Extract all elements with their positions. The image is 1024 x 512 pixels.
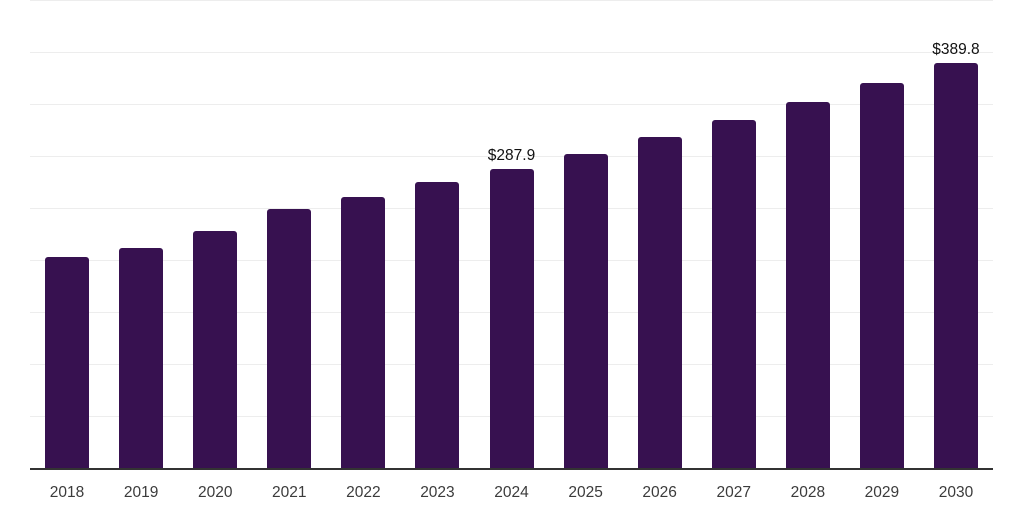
gridline xyxy=(30,52,993,53)
bar-series: $287.9 $389.8 xyxy=(30,0,993,468)
bar-column-2027 xyxy=(697,0,771,468)
x-tick-label-2028: 2028 xyxy=(790,484,826,501)
bar-2022 xyxy=(341,197,386,468)
gridline xyxy=(30,104,993,105)
x-tick-label-2022: 2022 xyxy=(346,484,381,501)
bar-2024 xyxy=(489,168,534,468)
bar-column-2022 xyxy=(326,0,400,468)
gridline xyxy=(30,0,993,1)
x-tick-label-2018: 2018 xyxy=(49,484,85,501)
bar-column-2019 xyxy=(104,0,178,468)
bar-2021 xyxy=(267,209,312,468)
x-tick-label-2030: 2030 xyxy=(938,484,974,501)
bar-column-2021 xyxy=(252,0,326,468)
bar-2027 xyxy=(711,120,756,468)
bar-2023 xyxy=(415,182,460,468)
bar-2025 xyxy=(563,154,608,468)
x-tick-label-2027: 2027 xyxy=(716,484,751,501)
bar-column-2028 xyxy=(771,0,845,468)
bar-2028 xyxy=(785,102,830,468)
bar-2026 xyxy=(637,137,682,468)
gridline xyxy=(30,156,993,157)
bar-column-2024: $287.9 xyxy=(474,0,548,468)
bar-column-2020 xyxy=(178,0,252,468)
x-axis-tick-labels: 2018 2019 2020 2021 2022 2023 2024 2025 2026 2027… xyxy=(30,482,993,504)
x-tick-label-2029: 2029 xyxy=(864,484,900,501)
bar-column-2018 xyxy=(30,0,104,468)
x-tick-label-2025: 2025 xyxy=(568,484,603,501)
x-tick-label-2020: 2020 xyxy=(197,484,233,501)
bar-column-2026 xyxy=(623,0,697,468)
value-label-2024: $287.9 xyxy=(487,147,536,165)
bar-column-2025 xyxy=(549,0,623,468)
x-tick-label-2026: 2026 xyxy=(642,484,677,501)
x-tick-label-2021: 2021 xyxy=(272,484,307,501)
x-axis-line xyxy=(30,468,993,470)
x-tick-label-2023: 2023 xyxy=(420,484,455,501)
plot-area: $287.9 $389.8 xyxy=(30,0,993,468)
x-tick-label-2024: 2024 xyxy=(494,484,529,501)
bar-2020 xyxy=(193,231,238,468)
bar-column-2029 xyxy=(845,0,919,468)
bar-2029 xyxy=(859,83,904,468)
bar-column-2030: $389.8 xyxy=(919,0,993,468)
bar-2018 xyxy=(45,257,90,468)
x-tick-label-2019: 2019 xyxy=(123,484,159,501)
bar-column-2023 xyxy=(400,0,474,468)
bar-2019 xyxy=(119,248,164,468)
bar-2030 xyxy=(933,62,978,468)
value-label-2030: $389.8 xyxy=(932,41,980,59)
